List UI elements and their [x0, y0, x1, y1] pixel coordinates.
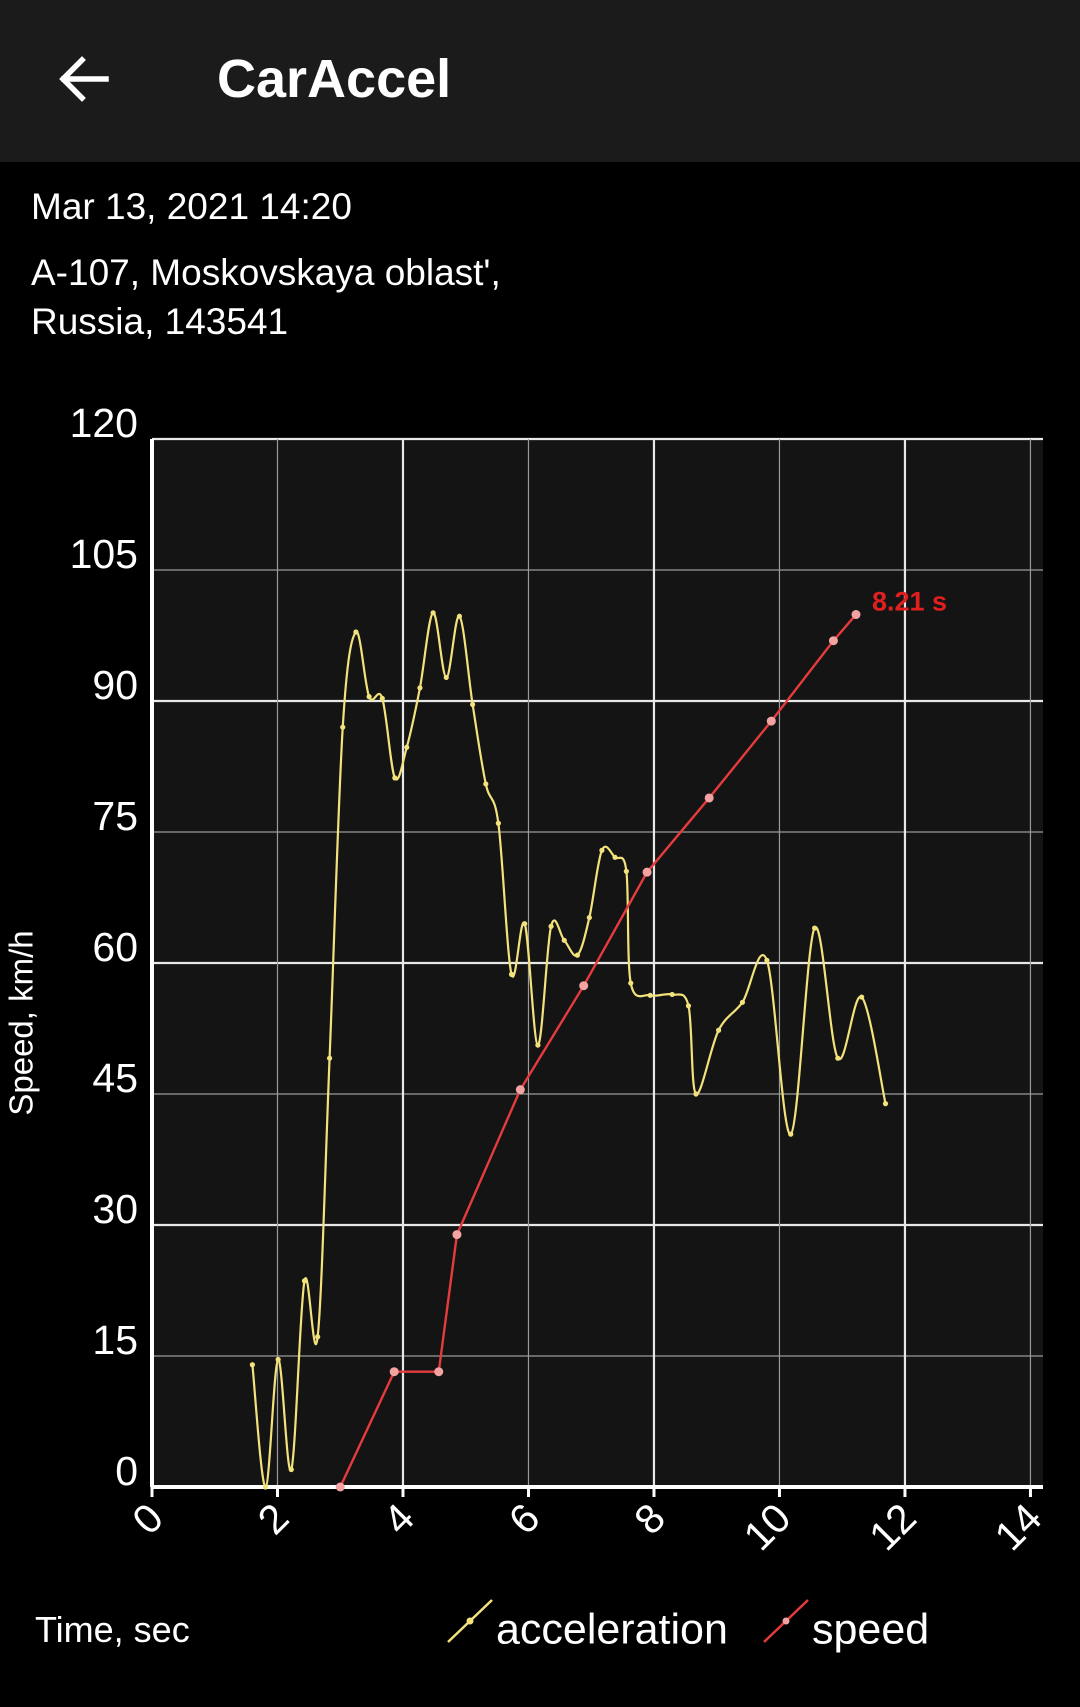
point: [628, 980, 634, 986]
point: [882, 1101, 889, 1107]
x-tick-label: 6: [500, 1494, 549, 1543]
point: [495, 820, 501, 826]
point: [340, 724, 346, 730]
point: [704, 793, 714, 803]
point: [508, 971, 515, 977]
point: [612, 854, 618, 860]
x-tick-label: 2: [249, 1494, 298, 1543]
point: [647, 992, 653, 998]
point: [685, 1003, 692, 1009]
point: [764, 957, 770, 963]
point: [642, 867, 652, 877]
point: [828, 636, 838, 646]
point: [693, 1091, 699, 1097]
point: [392, 775, 398, 781]
y-tick-label: 105: [70, 531, 138, 577]
x-tick-label: 0: [123, 1494, 172, 1543]
point: [249, 1362, 255, 1368]
date: Mar 13, 2021 14:20: [31, 186, 352, 227]
point: [335, 1482, 345, 1492]
annotation: 8.21 s: [872, 587, 947, 617]
point: [716, 1027, 722, 1033]
point: [262, 1484, 269, 1490]
point: [812, 925, 818, 931]
point: [417, 685, 423, 691]
app-title: CarAccel: [217, 49, 452, 109]
y-tick-label: 30: [92, 1186, 138, 1232]
point: [548, 923, 554, 929]
y-tick-label: 75: [92, 793, 138, 839]
point: [851, 610, 861, 620]
point: [859, 994, 865, 1000]
point: [574, 952, 581, 958]
point: [366, 694, 372, 700]
point: [470, 701, 476, 708]
legend-swatch: [466, 1617, 474, 1625]
point: [739, 999, 746, 1005]
point: [535, 1042, 541, 1048]
x-tick-label: 8: [625, 1494, 674, 1543]
y-tick-label: 15: [92, 1317, 138, 1363]
point: [288, 1466, 294, 1473]
point: [623, 868, 629, 874]
y-tick-label: 90: [92, 662, 138, 708]
x-tick-label: 14: [986, 1494, 1051, 1559]
point: [669, 991, 675, 998]
point: [434, 1367, 444, 1377]
legend-label: speed: [812, 1605, 929, 1653]
point: [326, 1055, 333, 1061]
y-tick-label: 0: [115, 1448, 138, 1494]
x-tick-label: 12: [860, 1494, 925, 1559]
point: [515, 1085, 525, 1095]
point: [835, 1055, 841, 1061]
point: [788, 1131, 794, 1137]
point: [483, 781, 489, 787]
app-bar: CarAccel: [0, 0, 1080, 162]
x-tick-label: 4: [374, 1494, 423, 1543]
address: A-107, Moskovskaya oblast', Russia, 1435…: [31, 252, 501, 342]
point: [379, 695, 385, 701]
point: [599, 847, 605, 853]
y-tick-label: 45: [92, 1055, 138, 1101]
point: [301, 1278, 308, 1284]
legend-label: acceleration: [496, 1605, 728, 1653]
point: [443, 674, 449, 681]
y-tick-label: 60: [92, 924, 138, 970]
y-axis-label: Speed, km/h: [3, 930, 40, 1115]
point: [389, 1367, 399, 1377]
point: [404, 744, 410, 750]
x-tick-label: 10: [735, 1494, 800, 1559]
point: [452, 1230, 462, 1240]
point: [315, 1334, 321, 1340]
point: [579, 981, 589, 991]
point: [430, 610, 436, 616]
point: [522, 921, 528, 927]
x-axis-label: Time, sec: [35, 1609, 190, 1650]
point: [561, 937, 567, 943]
point: [456, 613, 463, 619]
point: [275, 1356, 281, 1363]
legend-swatch: [782, 1617, 790, 1625]
y-tick-label: 120: [70, 400, 138, 446]
back-button[interactable]: [56, 52, 110, 106]
point: [353, 629, 359, 635]
point: [586, 914, 592, 921]
point: [766, 716, 776, 726]
